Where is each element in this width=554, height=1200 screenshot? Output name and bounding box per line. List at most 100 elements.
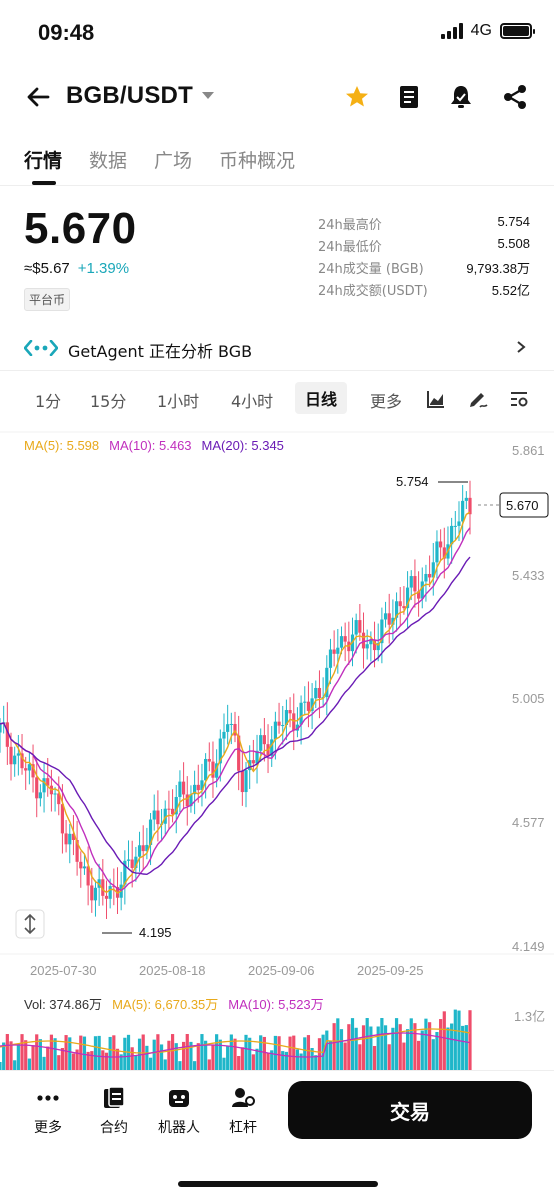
candle-body: [137, 845, 142, 857]
candle-body: [336, 647, 340, 654]
draw-tool-icon[interactable]: [467, 388, 489, 410]
volume-bar: [266, 1052, 270, 1070]
candle-body: [46, 778, 50, 786]
star-icon[interactable]: [342, 82, 372, 112]
volume-bar: [119, 1054, 123, 1070]
tab-data[interactable]: 数据: [89, 150, 128, 172]
alert-bell-icon[interactable]: [446, 82, 476, 112]
volume-bar: [16, 1043, 20, 1070]
candle-body: [299, 702, 303, 725]
candle-body: [394, 601, 399, 618]
volume-bar: [237, 1056, 241, 1070]
volume-bar: [104, 1052, 109, 1070]
volume-bar: [20, 1034, 24, 1070]
bottom-more-button[interactable]: 更多: [20, 1085, 76, 1137]
resize-icon[interactable]: [24, 913, 36, 935]
volume-bar: [240, 1047, 244, 1070]
tab-square[interactable]: 广场: [154, 150, 193, 172]
stat-row: 24h最低价 5.508: [318, 236, 530, 258]
candle-body: [372, 639, 377, 651]
interval-15m[interactable]: 15分: [90, 392, 127, 411]
volume-ma5-label: MA(5): 6,670.35万: [112, 997, 219, 1012]
stat-label: 24h成交额(USDT): [318, 284, 428, 299]
interval-more[interactable]: 更多: [370, 392, 403, 411]
volume-bar: [64, 1035, 68, 1070]
x-tick-label: 2025-08-18: [139, 963, 206, 978]
volume-bar: [361, 1025, 366, 1070]
volume-bar: [134, 1056, 138, 1070]
bottom-margin-label: 杠杆: [229, 1120, 257, 1136]
volume-bar: [35, 1034, 39, 1070]
indicator-settings-icon[interactable]: [508, 388, 530, 410]
status-indicators: 4G: [440, 22, 535, 40]
interval-4h[interactable]: 4小时: [231, 392, 274, 411]
getagent-banner[interactable]: GetAgent 正在分析 BGB: [0, 334, 554, 364]
candle-body: [450, 525, 454, 545]
candle-body: [292, 713, 296, 731]
candle-body: [468, 497, 472, 515]
fiat-price-row: ≈$5.67 +1.39%: [24, 260, 129, 277]
chevron-down-icon[interactable]: [202, 92, 214, 99]
stat-label: 24h成交量 (BGB): [318, 262, 424, 277]
candle-body: [251, 760, 255, 764]
current-price-label: 5.670: [506, 498, 539, 513]
fiat-price: ≈$5.67: [24, 260, 70, 277]
notebook-icon[interactable]: [394, 82, 424, 112]
volume-bar: [450, 1023, 454, 1070]
interval-1d[interactable]: 日线: [295, 382, 348, 414]
candle-body: [79, 861, 83, 869]
candle-body: [141, 845, 145, 852]
candle-body: [325, 667, 329, 698]
category-tag[interactable]: 平台币: [24, 288, 71, 311]
candle-body: [211, 761, 215, 778]
volume-bar: [189, 1041, 193, 1070]
candle-body: [361, 632, 366, 649]
volume-bar: [46, 1046, 50, 1070]
volume-bar: [251, 1054, 255, 1070]
bottom-bot-button[interactable]: 机器人: [151, 1085, 207, 1137]
stat-label: 24h最低价: [318, 240, 382, 255]
scale-toggle[interactable]: [15, 909, 45, 939]
bottom-bot-label: 机器人: [158, 1120, 200, 1136]
pair-selector[interactable]: BGB/USDT: [66, 82, 193, 109]
candle-body: [75, 839, 79, 862]
y-axis: 5.861 5.433 5.005 4.577 4.149: [512, 443, 545, 954]
candlestick-chart[interactable]: 5.861 5.433 5.005 4.577 4.149 2025-07-30…: [0, 430, 554, 990]
volume-bar: [446, 1027, 450, 1070]
candle-body: [270, 739, 274, 756]
tab-coin-overview[interactable]: 币种概况: [219, 150, 296, 172]
candle-body: [244, 770, 248, 793]
volume-bar: [68, 1037, 72, 1070]
candle-body: [328, 649, 333, 668]
chart-type-icon[interactable]: [425, 388, 447, 410]
candle-body: [35, 777, 39, 799]
trade-button[interactable]: 交易: [288, 1081, 532, 1139]
candle-body: [181, 781, 186, 795]
volume-bar: [439, 1019, 443, 1070]
bottom-contract-button[interactable]: 合约: [86, 1085, 142, 1137]
volume-bar: [464, 1025, 468, 1070]
candle-body: [9, 746, 13, 765]
back-arrow-icon[interactable]: [24, 82, 54, 112]
tab-market[interactable]: 行情: [24, 150, 63, 172]
candle-body: [123, 860, 127, 885]
share-icon[interactable]: [500, 82, 530, 112]
volume-bar: [207, 1059, 211, 1070]
volume-bar: [218, 1039, 222, 1070]
candle-body: [27, 764, 31, 771]
volume-bar: [372, 1045, 377, 1070]
candle-body: [0, 723, 2, 733]
more-dots-icon: [37, 1095, 59, 1101]
bottom-margin-button[interactable]: 杠杆: [215, 1085, 271, 1137]
volume-bar: [402, 1042, 406, 1070]
candle-body: [163, 808, 167, 824]
interval-1h[interactable]: 1小时: [157, 392, 200, 411]
candle-body: [369, 639, 373, 645]
ma5-label: MA(5): 5.598: [24, 438, 100, 453]
candle-body: [24, 768, 28, 771]
candle-body: [413, 576, 417, 592]
y-tick-label: 5.861: [512, 443, 545, 458]
volume-bar: [259, 1035, 263, 1070]
volume-bar: [145, 1045, 149, 1070]
interval-1m[interactable]: 1分: [35, 392, 62, 411]
